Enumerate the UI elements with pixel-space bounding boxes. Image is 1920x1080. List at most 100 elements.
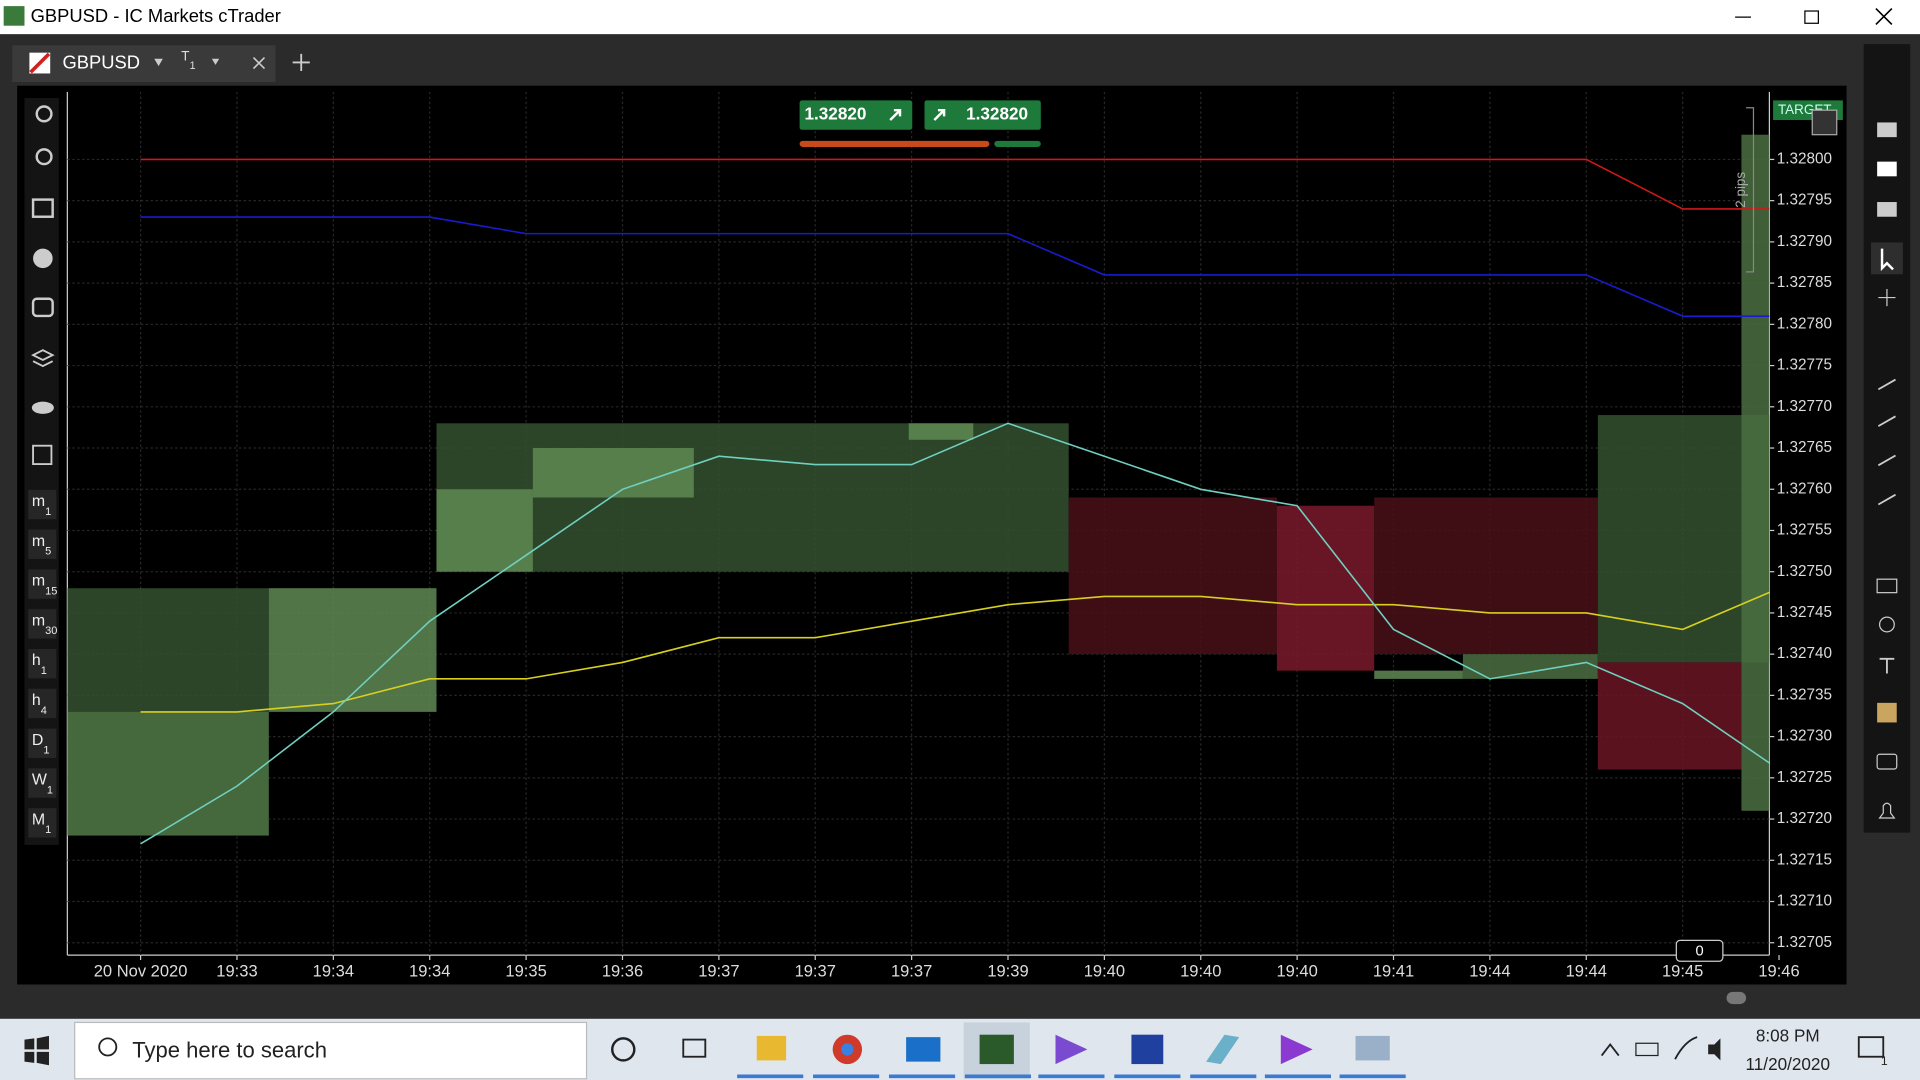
tf-main: m: [32, 613, 45, 630]
vs-icon[interactable]: [1055, 1034, 1088, 1065]
timeframe-label[interactable]: m5: [32, 533, 51, 557]
scrollbar[interactable]: [17, 985, 1847, 1011]
bid-price[interactable]: 1.32820: [804, 104, 866, 124]
x-tick-label: 19:46: [1758, 962, 1799, 981]
vs-icon[interactable]: [1280, 1034, 1313, 1065]
tray-expand[interactable]: [1600, 1042, 1620, 1057]
x-tick-label: 19:37: [891, 962, 932, 981]
timeframe-button[interactable]: [28, 768, 57, 798]
chart-type-icon[interactable]: [31, 198, 54, 218]
y-tick-label: 1.32775: [1777, 357, 1832, 374]
layout-icon[interactable]: [1877, 122, 1897, 138]
right-toolbar: [1863, 44, 1911, 833]
symbol-flag-stroke: [29, 52, 51, 74]
ask-price[interactable]: 1.32820: [966, 104, 1028, 124]
timeframe-label[interactable]: W1: [32, 772, 53, 796]
dropdown[interactable]: [154, 58, 163, 67]
new-tab[interactable]: [292, 53, 310, 72]
search-placeholder[interactable]: Type here to search: [132, 1038, 327, 1063]
clock-date[interactable]: 11/20/2020: [1746, 1054, 1830, 1074]
x-tick-label: 19:37: [795, 962, 836, 981]
ellipse-tool[interactable]: [1878, 616, 1895, 633]
zoom-out-icon[interactable]: [35, 148, 53, 166]
scroll-thumb[interactable]: [1726, 991, 1747, 1005]
restore-button[interactable]: [1804, 10, 1819, 24]
explorer-icon[interactable]: [756, 1035, 787, 1061]
y-tick-label: 1.32730: [1777, 728, 1832, 745]
tab-symbol[interactable]: GBPUSD: [62, 52, 140, 73]
bot-icon[interactable]: [31, 297, 54, 318]
notification-icon[interactable]: [1857, 1036, 1885, 1058]
text-tool[interactable]: [1879, 657, 1895, 674]
rect-tool[interactable]: [1876, 578, 1898, 594]
timeframe-label[interactable]: D1: [32, 732, 50, 756]
start-button[interactable]: [24, 1035, 49, 1066]
monitor-icon[interactable]: [1355, 1035, 1390, 1061]
ask-button[interactable]: [924, 100, 1041, 130]
y-tick-label: 1.32735: [1777, 686, 1832, 703]
image-tool[interactable]: [1877, 702, 1897, 723]
search-box[interactable]: [74, 1021, 588, 1080]
volume-icon[interactable]: [1708, 1038, 1721, 1061]
layers-icon[interactable]: [31, 349, 55, 368]
dropdown[interactable]: [211, 58, 220, 65]
wifi-icon[interactable]: [1674, 1036, 1698, 1060]
timeframe-button[interactable]: [28, 569, 57, 599]
task-view[interactable]: [682, 1038, 707, 1058]
y-tick-label: 1.32785: [1777, 274, 1832, 291]
screenshot-tool[interactable]: [1876, 753, 1898, 770]
battery-icon[interactable]: [1635, 1042, 1659, 1057]
ask-arrow: [933, 108, 946, 121]
pips-label: 2 pips: [1733, 172, 1748, 208]
timeframe-label[interactable]: h1: [32, 652, 47, 676]
bid-button[interactable]: [799, 100, 913, 130]
mail-icon[interactable]: [906, 1037, 941, 1062]
tf-main: h: [32, 652, 41, 669]
eye-icon[interactable]: [31, 401, 54, 414]
y-tick-label: 1.32780: [1777, 315, 1832, 332]
price-box: [1597, 662, 1742, 770]
tf-sub: 1: [43, 745, 49, 757]
alert-tool[interactable]: [1878, 802, 1896, 819]
zoom-in-icon[interactable]: [35, 105, 53, 123]
timeframe-button[interactable]: [28, 489, 57, 520]
app-icon[interactable]: [1206, 1034, 1240, 1065]
app-icon: [3, 6, 25, 26]
timeframe-button[interactable]: [28, 688, 57, 719]
x-tick-label: 19:40: [1276, 962, 1317, 981]
selected-tool[interactable]: [1871, 242, 1903, 275]
social-icon[interactable]: [33, 248, 53, 269]
clock-time[interactable]: 8:08 PM: [1756, 1026, 1820, 1046]
settings-icon[interactable]: [32, 444, 53, 465]
timeframe-button[interactable]: [28, 808, 57, 838]
timeframe-button[interactable]: [28, 728, 57, 758]
split-icon[interactable]: [1877, 202, 1897, 217]
tab-timeframe[interactable]: T1: [181, 48, 195, 72]
timeframe-label[interactable]: m30: [32, 613, 58, 637]
y-tick-label: 1.32765: [1777, 439, 1832, 456]
timeframe-label[interactable]: m1: [32, 493, 51, 517]
timeframe-button[interactable]: [28, 529, 57, 559]
crosshair-icon[interactable]: [1878, 288, 1896, 307]
tab-close[interactable]: [252, 56, 266, 70]
x-tick-label: 19:33: [216, 962, 257, 981]
draw-tools[interactable]: [1877, 378, 1896, 506]
timeframe-label[interactable]: h4: [32, 692, 47, 716]
close-button[interactable]: [1875, 8, 1893, 26]
x-tick-label: 19:40: [1180, 962, 1221, 981]
timeframe-button[interactable]: [28, 609, 57, 639]
cursor-icon[interactable]: [1880, 248, 1894, 272]
tf-sub: 4: [41, 705, 47, 717]
save-icon[interactable]: [1131, 1034, 1164, 1065]
cortana[interactable]: [611, 1037, 636, 1062]
x-tick-label: 19:35: [505, 962, 546, 981]
tab[interactable]: [12, 45, 276, 83]
timeframe-label[interactable]: m15: [32, 573, 58, 597]
single-chart-icon[interactable]: [1877, 161, 1897, 177]
timeframe-label[interactable]: M1: [32, 812, 51, 836]
timeframe-button[interactable]: [28, 648, 57, 679]
y-tick-label: 1.32800: [1777, 150, 1832, 167]
edit-button[interactable]: [1811, 109, 1838, 136]
indicator-line: [140, 158, 1770, 210]
